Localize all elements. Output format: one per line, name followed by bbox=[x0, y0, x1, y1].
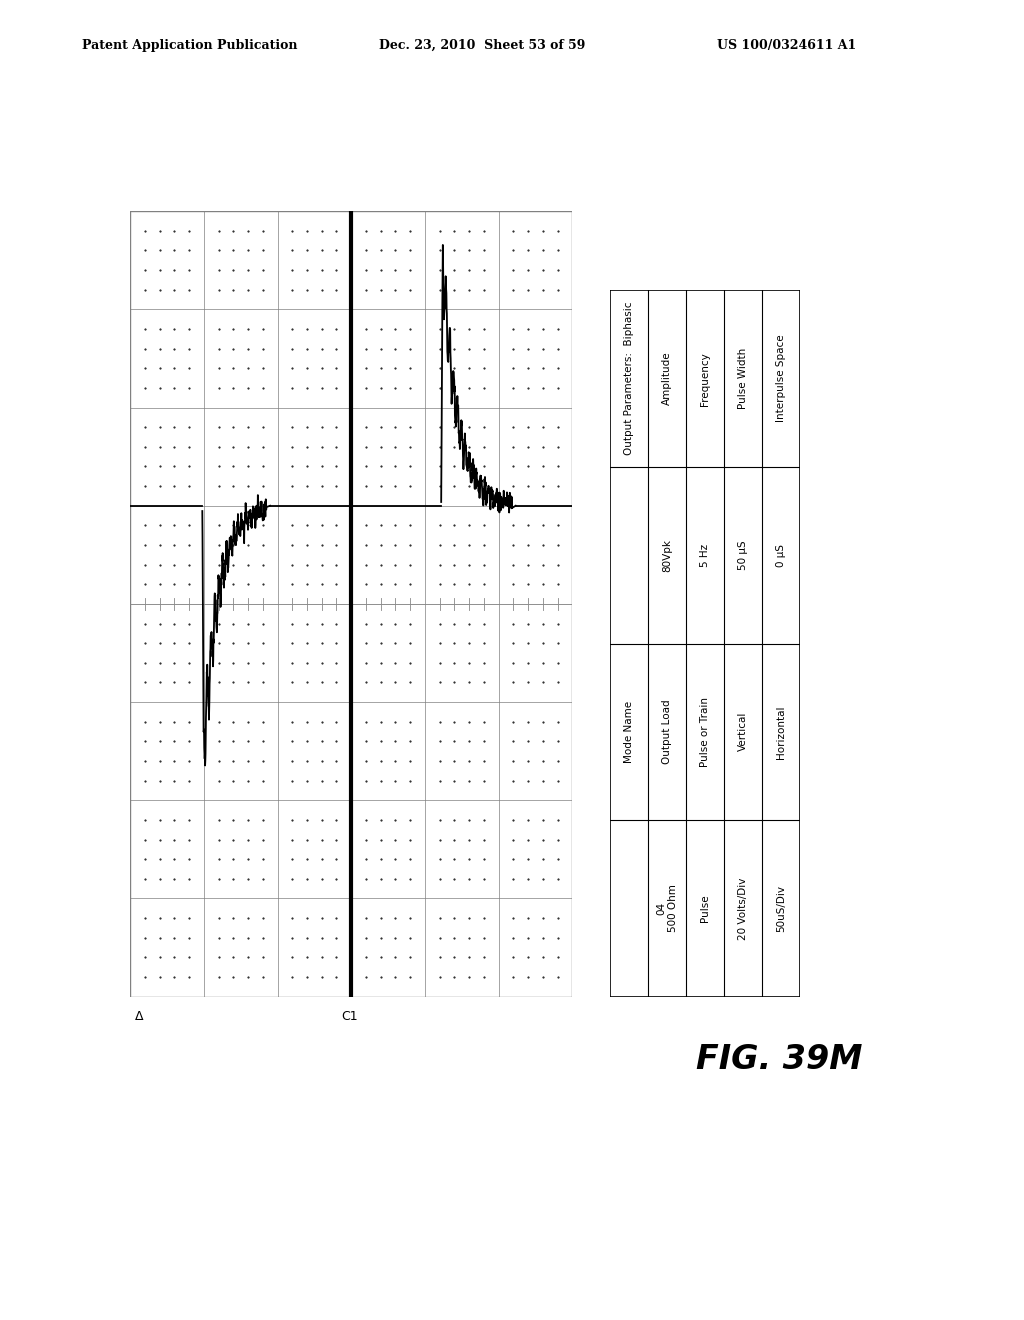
Text: 80Vpk: 80Vpk bbox=[663, 539, 672, 572]
Text: Amplitude: Amplitude bbox=[663, 352, 672, 405]
Text: Interpulse Space: Interpulse Space bbox=[776, 335, 785, 422]
Text: Output Load: Output Load bbox=[663, 700, 672, 764]
Text: Mode Name: Mode Name bbox=[625, 701, 634, 763]
Text: C1: C1 bbox=[341, 1010, 357, 1023]
Text: Output Parameters:  Biphasic: Output Parameters: Biphasic bbox=[625, 302, 634, 455]
Text: Pulse: Pulse bbox=[700, 895, 710, 923]
Text: Dec. 23, 2010  Sheet 53 of 59: Dec. 23, 2010 Sheet 53 of 59 bbox=[379, 38, 586, 51]
Text: Frequency: Frequency bbox=[700, 352, 710, 405]
Text: US 100/0324611 A1: US 100/0324611 A1 bbox=[717, 38, 856, 51]
Text: 50uS/Div: 50uS/Div bbox=[776, 884, 785, 932]
Text: Pulse Width: Pulse Width bbox=[738, 348, 748, 409]
Text: Vertical: Vertical bbox=[738, 711, 748, 751]
Text: 5 Hz: 5 Hz bbox=[700, 544, 710, 566]
Text: 20 Volts/Div: 20 Volts/Div bbox=[738, 876, 748, 940]
Text: Patent Application Publication: Patent Application Publication bbox=[82, 38, 297, 51]
Text: Δ: Δ bbox=[135, 1010, 143, 1023]
Text: Horizontal: Horizontal bbox=[776, 705, 785, 759]
Text: Pulse or Train: Pulse or Train bbox=[700, 697, 710, 767]
Text: 0 μS: 0 μS bbox=[776, 544, 785, 566]
Text: 04
500 Ohm: 04 500 Ohm bbox=[656, 884, 678, 932]
Text: FIG. 39M: FIG. 39M bbox=[696, 1043, 863, 1076]
Text: 50 μS: 50 μS bbox=[738, 540, 748, 570]
